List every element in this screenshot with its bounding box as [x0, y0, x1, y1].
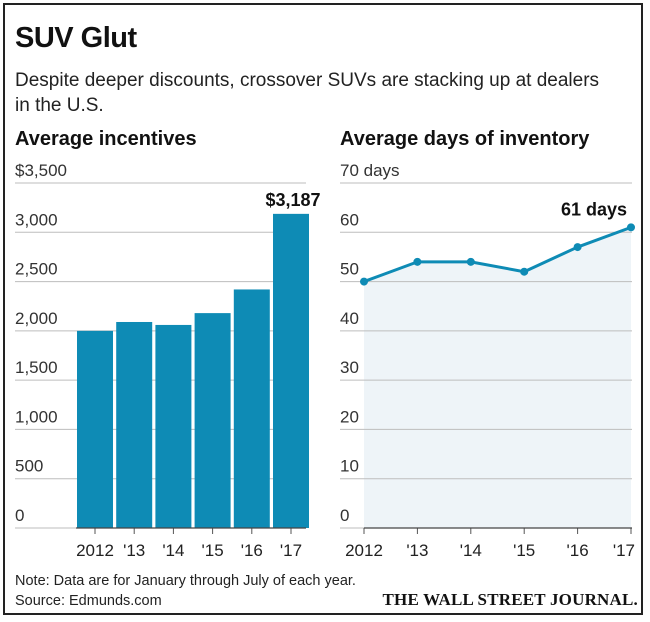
- incentives-y-tick: 500: [15, 457, 43, 476]
- inventory-area-fill: [364, 227, 631, 528]
- incentives-bar: [194, 313, 231, 528]
- incentives-bar: [77, 330, 113, 528]
- incentives-x-tick: '15: [202, 541, 224, 560]
- chart-frame: [3, 3, 643, 615]
- inventory-x-tick: '13: [406, 541, 428, 560]
- incentives-panel-title: Average incentives: [15, 128, 197, 150]
- incentives-bar: [273, 213, 309, 529]
- incentives-bar: [233, 289, 270, 528]
- footnote: Note: Data are for January through July …: [15, 573, 356, 589]
- inventory-panel-title: Average days of inventory: [340, 128, 590, 150]
- incentives-unit-label: $3,500: [15, 161, 67, 180]
- inventory-x-tick: 2012: [345, 541, 383, 560]
- source-line: Source: Edmunds.com: [15, 593, 162, 609]
- inventory-data-point: [466, 257, 475, 266]
- inventory-data-point: [627, 223, 635, 232]
- publisher-logo: THE WALL STREET JOURNAL.: [382, 590, 638, 609]
- inventory-data-point: [413, 257, 422, 266]
- chart-subtitle: Despite deeper discounts, crossover SUVs…: [15, 70, 600, 116]
- inventory-y-tick: 20: [340, 407, 359, 426]
- inventory-x-tick: '17: [613, 541, 635, 560]
- incentives-y-tick: 2,000: [15, 309, 58, 328]
- inventory-callout: 61 days: [561, 199, 627, 219]
- incentives-x-tick: '13: [123, 541, 145, 560]
- incentives-y-tick: 3,000: [15, 210, 58, 229]
- incentives-x-tick: '17: [280, 541, 302, 560]
- incentives-bar: [116, 321, 153, 528]
- inventory-data-point: [520, 267, 529, 276]
- incentives-y-tick: 2,500: [15, 260, 58, 279]
- inventory-unit-label: 70 days: [340, 161, 400, 180]
- inventory-x-tick: '16: [567, 541, 589, 560]
- inventory-y-tick: 40: [340, 309, 359, 328]
- incentives-y-tick: 1,000: [15, 407, 58, 426]
- inventory-y-tick: 10: [340, 457, 359, 476]
- incentives-x-tick: '14: [162, 541, 184, 560]
- incentives-callout: $3,187: [265, 190, 320, 210]
- incentives-bar: [155, 324, 192, 528]
- inventory-data-point: [573, 243, 582, 252]
- inventory-series-line: [363, 225, 632, 283]
- chart-title: SUV Glut: [15, 22, 137, 54]
- inventory-y-tick: 60: [340, 210, 359, 229]
- incentives-y-tick: 0: [15, 506, 24, 525]
- inventory-y-tick: 50: [340, 260, 359, 279]
- inventory-y-tick: 0: [340, 506, 349, 525]
- inventory-x-tick: '14: [460, 541, 482, 560]
- incentives-x-tick: 2012: [76, 541, 114, 560]
- inventory-x-tick: '15: [513, 541, 535, 560]
- incentives-x-tick: '16: [241, 541, 263, 560]
- inventory-data-point: [360, 277, 368, 286]
- inventory-y-tick: 30: [340, 358, 359, 377]
- incentives-y-tick: 1,500: [15, 358, 58, 377]
